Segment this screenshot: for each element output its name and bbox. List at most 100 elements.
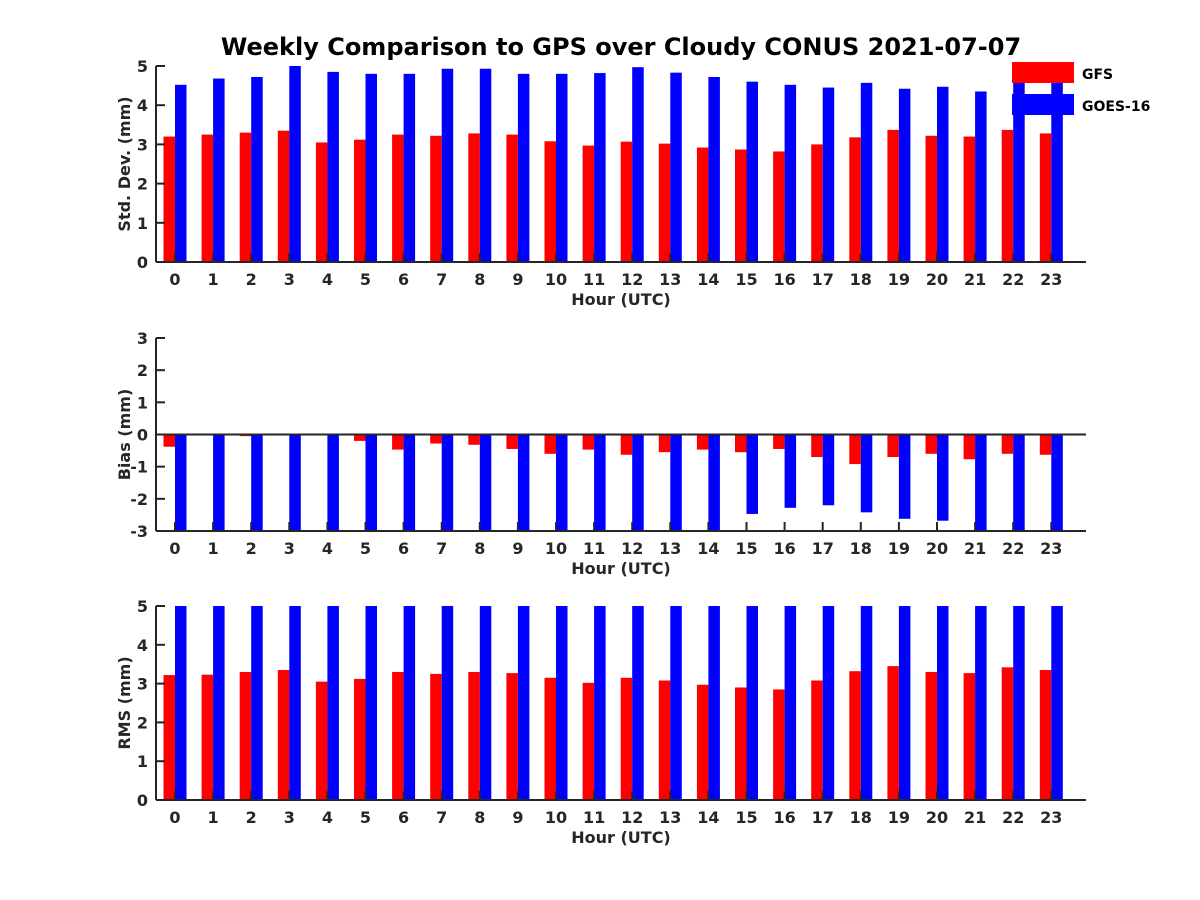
- panel-2-xtick-label-14: 14: [697, 808, 719, 827]
- panel-2-xtick-label-1: 1: [208, 808, 219, 827]
- bar-goes16-panel1-hour15: [746, 434, 758, 514]
- bar-gfs-panel2-hour21: [963, 673, 976, 800]
- panel-1-xtick-label-10: 10: [545, 539, 567, 558]
- panel-0-xtick-label-6: 6: [398, 270, 409, 289]
- bar-goes16-panel2-hour19: [898, 606, 911, 800]
- panel-0-xtick-label-9: 9: [512, 270, 523, 289]
- panel-1-ytick-label-4: 1: [137, 393, 148, 412]
- panel-1-xtick-label-9: 9: [512, 539, 523, 558]
- bar-goes16-panel1-hour0: [175, 434, 187, 531]
- bar-goes16-panel1-hour19: [898, 434, 911, 519]
- panel-1-xtick-label-17: 17: [812, 539, 834, 558]
- bar-gfs-panel2-hour7: [430, 673, 442, 800]
- panel-2-xtick-label-20: 20: [926, 808, 948, 827]
- panel-1-xtick-label-15: 15: [735, 539, 757, 558]
- panel-1-ytick-label-1: -2: [130, 490, 148, 509]
- panel-1-ylabel: Bias (mm): [115, 389, 134, 481]
- bar-gfs-panel1-hour11: [582, 434, 595, 450]
- bar-gfs-panel1-hour0: [163, 434, 175, 447]
- panel-0-xtick-label-19: 19: [888, 270, 910, 289]
- panel-1-xtick-label-16: 16: [773, 539, 795, 558]
- bar-gfs-panel2-hour1: [201, 674, 214, 800]
- bar-goes16-panel2-hour6: [403, 606, 416, 800]
- bar-gfs-panel0-hour11: [582, 145, 595, 262]
- panel-1-xtick-label-4: 4: [322, 539, 333, 558]
- bar-goes16-panel2-hour22: [1013, 606, 1025, 800]
- bar-gfs-panel0-hour7: [430, 135, 442, 262]
- bar-gfs-panel1-hour9: [506, 434, 518, 449]
- panel-2-xtick-label-11: 11: [583, 808, 605, 827]
- panel-0-xtick-label-11: 11: [583, 270, 605, 289]
- panel-2-xtick-label-15: 15: [735, 808, 757, 827]
- bar-goes16-panel2-hour17: [822, 606, 835, 800]
- legend-label-gfs: GFS: [1082, 67, 1113, 83]
- bar-goes16-panel0-hour5: [365, 73, 377, 262]
- panel-1-xtick-label-19: 19: [888, 539, 910, 558]
- bar-goes16-panel1-hour2: [251, 434, 263, 531]
- bar-gfs-panel2-hour8: [468, 671, 480, 800]
- bar-goes16-panel0-hour9: [517, 73, 530, 262]
- panel-1-ytick-label-6: 3: [137, 329, 148, 348]
- panel-1-xtick-label-21: 21: [964, 539, 986, 558]
- bar-goes16-panel2-hour10: [556, 606, 568, 800]
- bar-goes16-panel2-hour16: [784, 606, 797, 800]
- panel-1-ytick-label-5: 2: [137, 361, 148, 380]
- bar-goes16-panel0-hour10: [556, 73, 568, 262]
- panel-2-ytick-label-4: 4: [137, 636, 148, 655]
- panel-0-xtick-label-8: 8: [474, 270, 485, 289]
- bar-goes16-panel2-hour0: [175, 606, 187, 800]
- panel-0-ytick-label-2: 2: [137, 175, 148, 194]
- bar-gfs-panel2-hour3: [277, 670, 290, 800]
- bar-goes16-panel1-hour17: [822, 434, 835, 506]
- bar-gfs-panel0-hour2: [239, 132, 252, 262]
- panel-2-ytick-label-0: 0: [137, 791, 148, 810]
- bar-goes16-panel0-hour0: [175, 84, 187, 262]
- bar-goes16-panel1-hour23: [1051, 434, 1063, 531]
- panel-0-xtick-label-21: 21: [964, 270, 986, 289]
- panel-2-xtick-label-12: 12: [621, 808, 643, 827]
- bar-gfs-panel0-hour0: [163, 136, 175, 262]
- bar-goes16-panel2-hour11: [594, 606, 606, 800]
- bar-gfs-panel1-hour19: [887, 434, 899, 458]
- bar-gfs-panel1-hour7: [430, 434, 442, 444]
- panel-2-xtick-label-23: 23: [1040, 808, 1062, 827]
- panel-1-xtick-label-11: 11: [583, 539, 605, 558]
- bar-goes16-panel1-hour14: [708, 434, 720, 531]
- bar-goes16-panel1-hour10: [556, 434, 568, 531]
- bar-gfs-panel2-hour10: [544, 677, 556, 800]
- bar-gfs-panel0-hour3: [277, 130, 290, 262]
- bar-gfs-panel0-hour15: [735, 149, 747, 262]
- bar-goes16-panel0-hour1: [213, 78, 225, 262]
- panel-1-xtick-label-7: 7: [436, 539, 447, 558]
- bar-goes16-panel0-hour20: [937, 86, 949, 262]
- bar-gfs-panel2-hour4: [315, 681, 328, 800]
- bar-goes16-panel2-hour23: [1051, 606, 1063, 800]
- panel-2-xtick-label-2: 2: [246, 808, 257, 827]
- panel-2-xtick-label-5: 5: [360, 808, 371, 827]
- bar-gfs-panel0-hour23: [1039, 133, 1052, 262]
- bar-gfs-panel0-hour19: [887, 129, 899, 262]
- panel-2-bars: [163, 606, 1063, 800]
- bar-goes16-panel1-hour11: [594, 434, 606, 531]
- bar-goes16-panel0-hour15: [746, 81, 758, 263]
- bar-goes16-panel0-hour16: [784, 84, 797, 262]
- bar-goes16-panel0-hour21: [975, 91, 987, 262]
- bar-goes16-panel2-hour5: [365, 606, 377, 800]
- panel-2-xtick-label-13: 13: [659, 808, 681, 827]
- bar-gfs-panel1-hour23: [1039, 434, 1052, 455]
- panel-1-ytick-label-3: 0: [137, 426, 148, 445]
- bar-goes16-panel2-hour7: [441, 606, 454, 800]
- bar-goes16-panel1-hour20: [937, 434, 949, 521]
- bar-gfs-panel2-hour18: [849, 671, 861, 800]
- bar-gfs-panel1-hour10: [544, 434, 556, 454]
- panel-0-ytick-label-0: 0: [137, 253, 148, 272]
- bar-goes16-panel2-hour9: [517, 606, 530, 800]
- bar-goes16-panel0-hour6: [403, 73, 416, 262]
- panel-1-xtick-label-18: 18: [850, 539, 872, 558]
- bar-goes16-panel1-hour13: [670, 434, 682, 531]
- panel-0-xlabel: Hour (UTC): [571, 290, 671, 309]
- bar-goes16-panel0-hour22: [1013, 82, 1025, 263]
- bar-gfs-panel2-hour19: [887, 666, 899, 800]
- panel-2-xtick-label-9: 9: [512, 808, 523, 827]
- panel-0-xtick-label-17: 17: [812, 270, 834, 289]
